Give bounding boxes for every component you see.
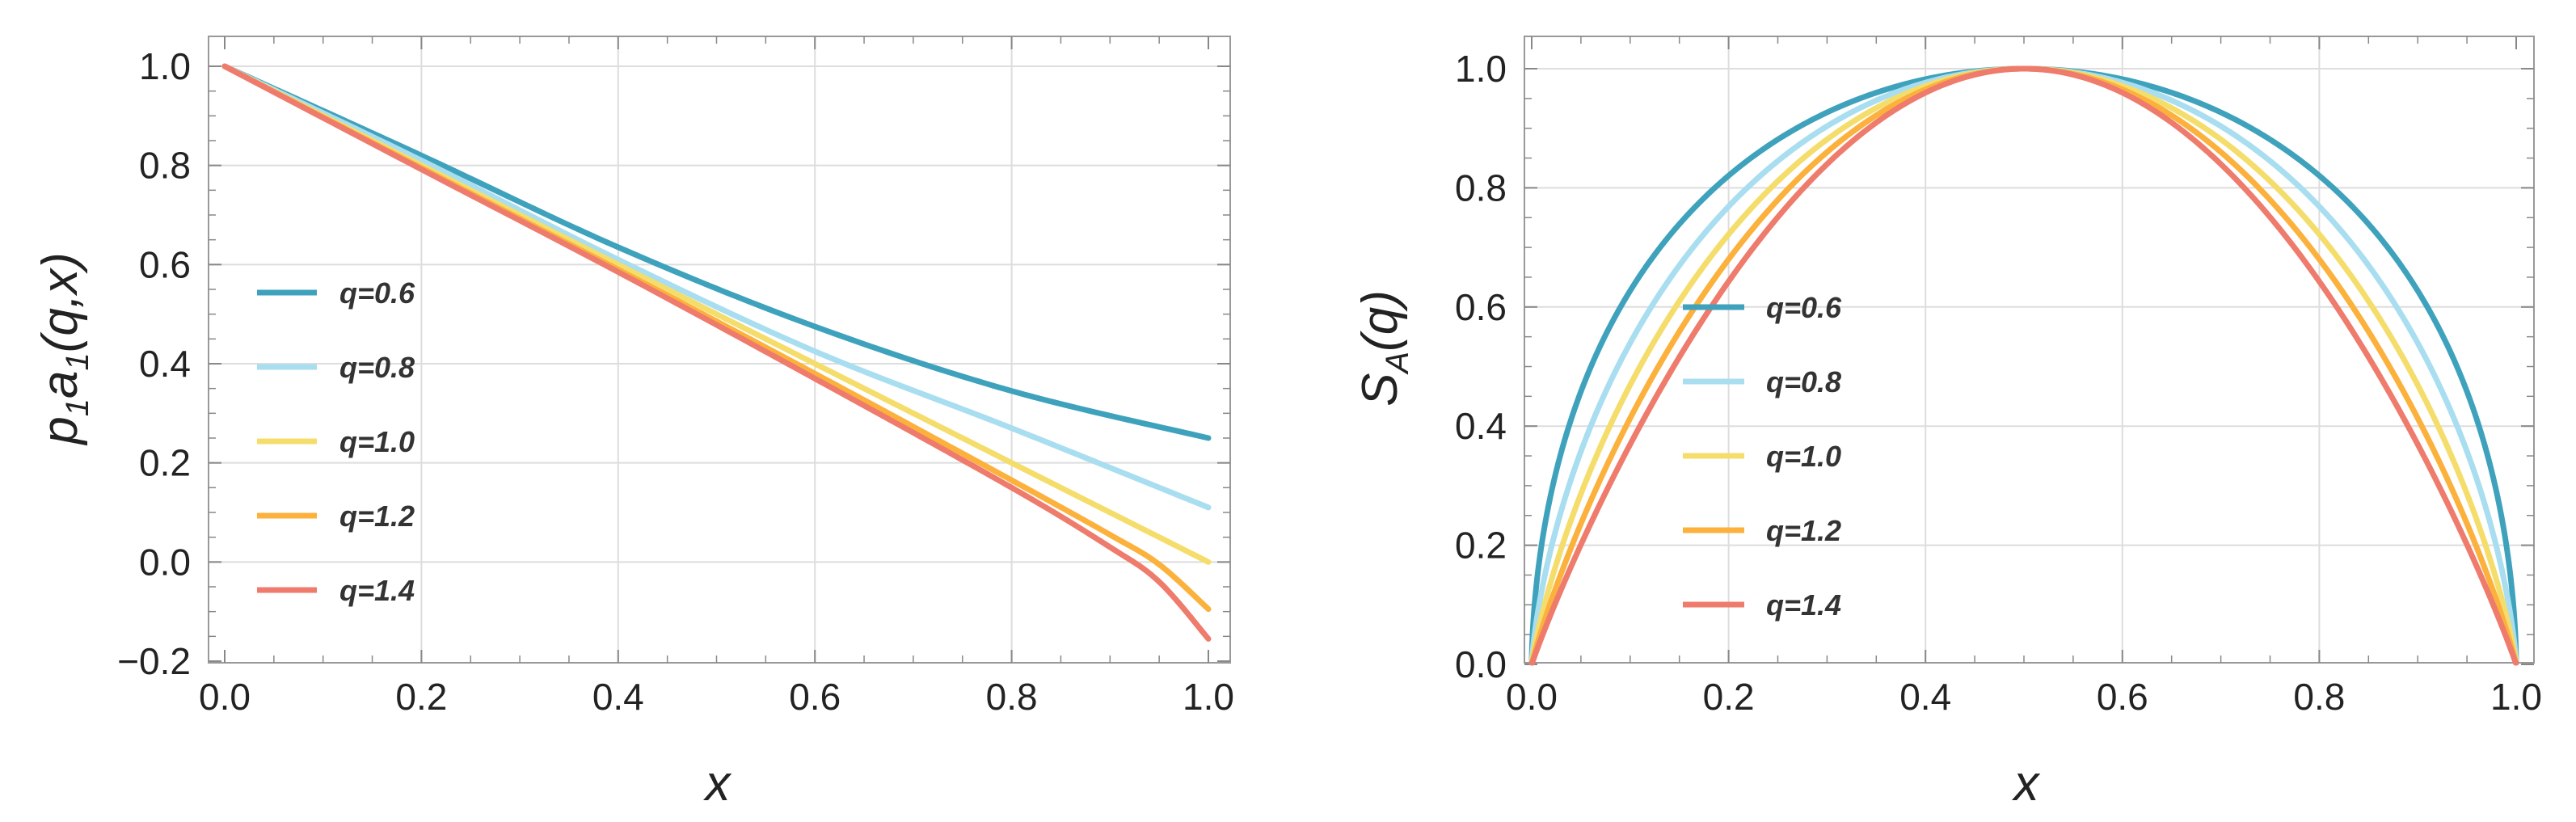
- series-line-q=0.6: [1528, 65, 2519, 666]
- y-axis-title-part: (q): [1352, 290, 1408, 352]
- x-tick-label: 0.8: [986, 676, 1038, 718]
- y-axis-title-subscript: 1: [60, 398, 95, 416]
- y-axis-title-part: S: [1352, 373, 1408, 407]
- series-line-q=1.4: [221, 63, 1212, 642]
- x-tick-label: 0.4: [592, 676, 644, 718]
- series-line-q=1.0: [1528, 65, 2519, 666]
- y-tick-label: 1.0: [139, 45, 191, 87]
- legend-label: q=1.4: [1766, 588, 1841, 622]
- y-tick-label: 0.6: [139, 243, 191, 285]
- chart-right: 0.0 0.2 0.4 0.6 0.8 1.0 0.0 0.2 0.4 0.6 0.8 1.0 x SA(…: [1352, 36, 2542, 811]
- x-tick-label: 0.2: [395, 676, 447, 718]
- series-line-q=1.2: [1528, 65, 2519, 666]
- y-tick-label: 0.4: [1455, 405, 1507, 447]
- y-tick-label: 0.2: [1455, 525, 1507, 567]
- chart-left: 0.0 0.2 0.4 0.6 0.8 1.0−0.20.00.20.40.60.81.0…: [32, 36, 1234, 811]
- x-tick-label: 1.0: [2490, 676, 2542, 718]
- ticks: [1524, 36, 2534, 665]
- plot-frame: [1524, 36, 2535, 664]
- y-tick-label: 0.6: [1455, 286, 1507, 328]
- x-axis-title: x: [703, 756, 732, 811]
- y-axis-title-subscript: A: [1380, 352, 1415, 375]
- y-axis-title-subscript: 1: [60, 352, 95, 370]
- ticks: [209, 36, 1230, 663]
- legend-label: q=1.0: [339, 425, 415, 458]
- y-tick-label: 0.8: [1455, 167, 1507, 209]
- legend-label: q=0.8: [339, 351, 415, 384]
- y-axis-title: SA(q): [1352, 290, 1415, 407]
- x-tick-label: 0.0: [1506, 676, 1558, 718]
- y-tick-label: 0.2: [139, 442, 191, 484]
- y-axis-title-part: a: [32, 371, 88, 398]
- series-line-q=0.8: [1528, 65, 2519, 666]
- y-tick-label: −0.2: [117, 640, 191, 682]
- series-group: [221, 63, 1212, 642]
- x-tick-label: 0.0: [199, 676, 251, 718]
- y-tick-label: 0.0: [139, 541, 191, 583]
- plot-frame: [208, 36, 1231, 664]
- x-tick-label: 0.6: [789, 676, 841, 718]
- x-tick-label: 1.0: [1183, 676, 1234, 718]
- series-line-q=0.6: [221, 63, 1212, 441]
- grid: [209, 36, 1230, 663]
- legend-label: q=1.0: [1766, 440, 1841, 473]
- legend: q=0.6 q=0.8 q=1.0 q=1.2 q=1.4: [1683, 291, 1842, 622]
- legend-label: q=1.4: [339, 574, 415, 607]
- y-tick-label: 0.4: [139, 343, 191, 385]
- legend-label: q=1.2: [1766, 514, 1841, 547]
- x-tick-label: 0.2: [1703, 676, 1755, 718]
- legend-label: q=0.6: [339, 276, 415, 310]
- series-line-q=0.8: [221, 63, 1212, 511]
- y-axis-title: p1a1(q,x): [32, 252, 95, 445]
- x-tick-label: 0.4: [1899, 676, 1951, 718]
- x-axis-title: x: [2012, 756, 2041, 811]
- legend: q=0.6 q=0.8 q=1.0 q=1.2 q=1.4: [257, 276, 415, 607]
- y-tick-label: 1.0: [1455, 48, 1507, 90]
- series-group: [1528, 65, 2519, 666]
- legend-label: q=0.8: [1766, 365, 1841, 398]
- y-tick-label: 0.8: [139, 145, 191, 187]
- y-axis-title-part: p: [32, 416, 88, 445]
- legend-label: q=0.6: [1766, 291, 1842, 324]
- legend-label: q=1.2: [339, 500, 415, 533]
- x-tick-label: 0.8: [2293, 676, 2345, 718]
- y-axis-title-part: (q,x): [32, 252, 88, 352]
- y-tick-label: 0.0: [1455, 643, 1507, 685]
- series-line-q=1.4: [1528, 65, 2519, 666]
- x-tick-label: 0.6: [2097, 676, 2148, 718]
